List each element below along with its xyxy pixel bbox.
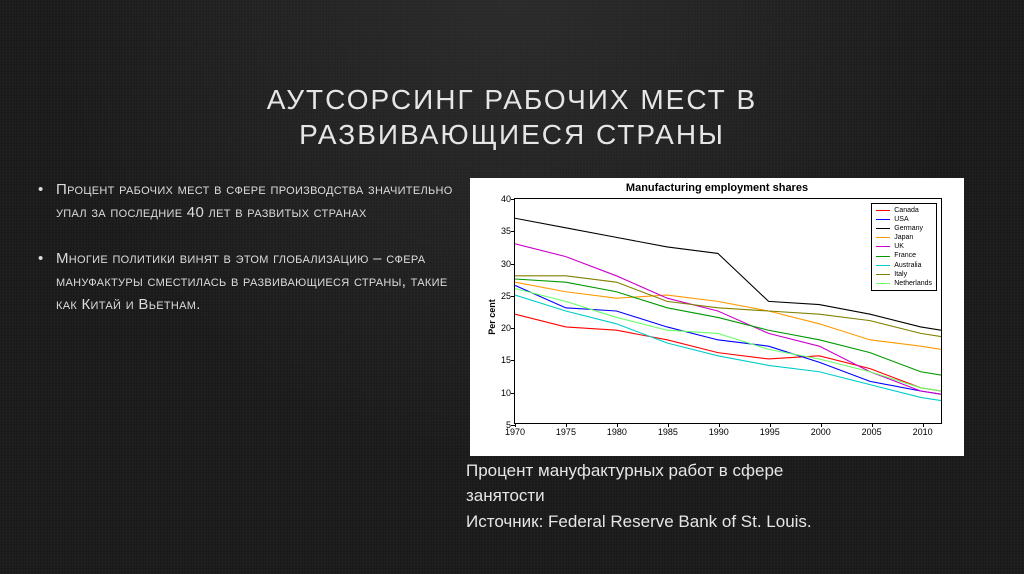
chart-xtick: 1990 [709,427,729,437]
chart-caption: Процент мануфактурных работ в сфере заня… [466,458,986,535]
chart-ytick: 40 [489,194,511,204]
bullet-item: Процент рабочих мест в сфере производств… [56,178,460,225]
chart-ytick: 30 [489,259,511,269]
legend-label: UK [894,242,904,251]
chart-xtick: 1995 [760,427,780,437]
legend-swatch [876,256,890,257]
chart-xtick: 1975 [556,427,576,437]
legend-swatch [876,274,890,275]
legend-swatch [876,237,890,238]
chart-legend: CanadaUSAGermanyJapanUKFranceAustraliaIt… [871,203,937,291]
legend-label: Netherlands [894,279,932,288]
legend-row: France [876,251,932,260]
chart-series-line [515,314,941,391]
chart-ytick: 20 [489,323,511,333]
chart-xtick: 2000 [811,427,831,437]
chart-ytick: 10 [489,388,511,398]
chart-series-line [515,285,941,394]
legend-row: Canada [876,206,932,215]
chart-xtick: 2005 [862,427,882,437]
legend-label: Japan [894,233,913,242]
chart-title: Manufacturing employment shares [470,178,964,194]
legend-row: Germany [876,224,932,233]
legend-label: Italy [894,270,907,279]
manufacturing-chart: Manufacturing employment shares Per cent… [470,178,964,456]
chart-xtick: 1985 [658,427,678,437]
legend-swatch [876,219,890,220]
legend-label: France [894,251,916,260]
chart-xtick: 2010 [913,427,933,437]
legend-label: USA [894,215,908,224]
chart-ytick: 35 [489,226,511,236]
legend-label: Germany [894,224,923,233]
legend-row: USA [876,215,932,224]
legend-swatch [876,210,890,211]
chart-container: Manufacturing employment shares Per cent… [470,178,1024,456]
chart-series-line [515,289,941,391]
legend-row: Italy [876,270,932,279]
bullet-list: Процент рабочих мест в сфере производств… [0,178,470,456]
legend-swatch [876,246,890,247]
title-line-2: РАЗВИВАЮЩИЕСЯ СТРАНЫ [0,117,1024,152]
chart-plot-area: CanadaUSAGermanyJapanUKFranceAustraliaIt… [514,198,942,424]
legend-swatch [876,228,890,229]
chart-series-line [515,295,941,401]
legend-swatch [876,265,890,266]
legend-label: Australia [894,261,921,270]
chart-ytick: 15 [489,355,511,365]
chart-ytick: 25 [489,291,511,301]
legend-row: Australia [876,261,932,270]
caption-line: Источник: Federal Reserve Bank of St. Lo… [466,509,986,535]
legend-row: Japan [876,233,932,242]
legend-row: Netherlands [876,279,932,288]
legend-row: UK [876,242,932,251]
bullet-item: Многие политики винят в этом глобализаци… [56,247,460,317]
slide-title: АУТСОРСИНГ РАБОЧИХ МЕСТ В РАЗВИВАЮЩИЕСЯ … [0,0,1024,152]
legend-label: Canada [894,206,919,215]
caption-line: занятости [466,483,986,509]
legend-swatch [876,283,890,284]
title-line-1: АУТСОРСИНГ РАБОЧИХ МЕСТ В [0,82,1024,117]
chart-xtick: 1970 [505,427,525,437]
chart-xtick: 1980 [607,427,627,437]
content-row: Процент рабочих мест в сфере производств… [0,178,1024,456]
caption-line: Процент мануфактурных работ в сфере [466,458,986,484]
